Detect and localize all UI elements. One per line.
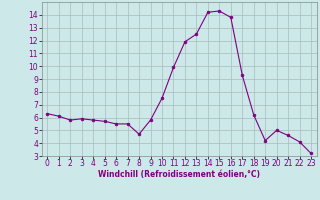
X-axis label: Windchill (Refroidissement éolien,°C): Windchill (Refroidissement éolien,°C) [98, 170, 260, 179]
